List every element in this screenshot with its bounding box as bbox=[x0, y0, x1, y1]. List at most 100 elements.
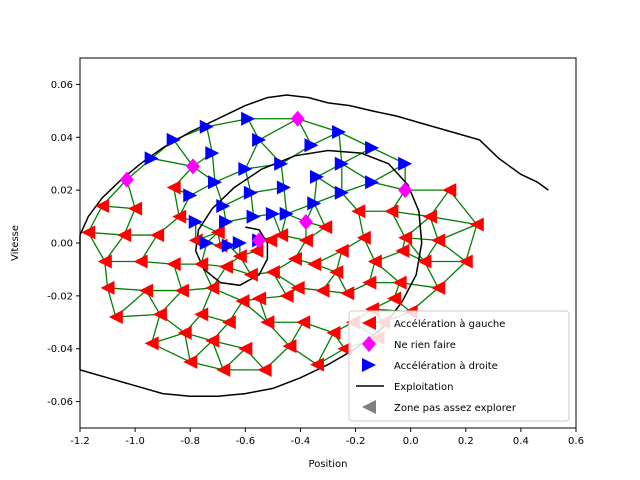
y-tick-label: -0.06 bbox=[47, 397, 73, 408]
graph-edge bbox=[173, 263, 183, 291]
marker-left bbox=[144, 336, 159, 351]
marker-right bbox=[243, 185, 258, 200]
marker-left bbox=[216, 362, 231, 377]
marker-left bbox=[296, 315, 311, 330]
marker-left bbox=[205, 280, 220, 295]
x-tick-label: 0.2 bbox=[458, 436, 474, 447]
marker-left bbox=[150, 228, 165, 243]
graph-edge bbox=[258, 118, 299, 141]
y-tick-label: 0.04 bbox=[51, 133, 73, 144]
marker-right bbox=[241, 111, 256, 126]
marker-right bbox=[265, 206, 280, 221]
marker-left bbox=[298, 233, 313, 248]
marker-left bbox=[392, 275, 407, 290]
graph-edge bbox=[429, 215, 477, 226]
marker-left bbox=[417, 254, 432, 269]
marker-left bbox=[334, 243, 349, 258]
graph-edge bbox=[313, 176, 318, 204]
marker-right bbox=[334, 156, 349, 171]
marker-left bbox=[422, 209, 437, 224]
marker-right bbox=[221, 238, 236, 253]
y-axis-title: Vitesse bbox=[10, 225, 21, 261]
marker-left bbox=[177, 325, 192, 340]
marker-left bbox=[442, 183, 457, 198]
marker-left bbox=[108, 310, 123, 324]
marker-left bbox=[340, 286, 355, 301]
marker-left bbox=[458, 254, 473, 269]
marker-left bbox=[166, 180, 181, 195]
marker-left bbox=[384, 204, 399, 219]
legend-label-none: Ne rien faire bbox=[394, 340, 456, 351]
marker-left bbox=[326, 325, 341, 340]
marker-right bbox=[205, 146, 220, 161]
graph-edge bbox=[465, 224, 478, 262]
graph-edge bbox=[338, 131, 343, 164]
marker-left bbox=[210, 225, 225, 240]
x-tick-label: 0.6 bbox=[568, 436, 584, 447]
marker-left bbox=[139, 283, 154, 298]
y-tick-label: 0.06 bbox=[51, 80, 73, 91]
marker-left bbox=[95, 199, 110, 213]
marker-left bbox=[152, 307, 167, 322]
marker-right bbox=[232, 236, 247, 250]
marker-left bbox=[337, 341, 352, 356]
legend: Accélération à gauche Ne rien faire Accé… bbox=[348, 310, 570, 422]
x-tick-label: -0.6 bbox=[236, 436, 256, 447]
marker-left bbox=[351, 204, 366, 219]
marker-left bbox=[309, 357, 324, 372]
marker-left bbox=[274, 228, 289, 243]
graph-edge bbox=[106, 287, 117, 318]
x-tick-label: -0.2 bbox=[346, 436, 366, 447]
y-ticks: -0.06 -0.04 -0.02 0.00 0.02 0.04 0.06 bbox=[47, 80, 80, 408]
marker-left bbox=[362, 275, 377, 290]
graph-edge bbox=[313, 203, 326, 228]
markers-layer bbox=[81, 110, 484, 377]
marker-left bbox=[133, 254, 148, 269]
marker-left bbox=[329, 265, 344, 280]
marker-left bbox=[356, 230, 371, 245]
marker-right bbox=[238, 162, 253, 176]
marker-left bbox=[166, 257, 181, 272]
marker-none bbox=[119, 171, 134, 188]
marker-right bbox=[252, 132, 267, 147]
x-tick-label: -1.2 bbox=[70, 436, 90, 447]
marker-left bbox=[117, 228, 132, 243]
marker-left bbox=[81, 225, 96, 240]
legend-label-left: Accélération à gauche bbox=[394, 318, 505, 330]
marker-left bbox=[387, 291, 402, 306]
marker-none bbox=[290, 110, 305, 127]
y-tick-label: 0.02 bbox=[51, 186, 73, 197]
marker-left bbox=[172, 209, 187, 224]
marker-left bbox=[287, 251, 302, 266]
legend-diamond-icon bbox=[362, 336, 376, 352]
marker-none bbox=[398, 182, 413, 199]
marker-left bbox=[219, 259, 234, 274]
marker-left bbox=[395, 243, 410, 258]
marker-none bbox=[252, 232, 267, 249]
marker-left bbox=[97, 254, 112, 269]
marker-left bbox=[183, 354, 198, 369]
marker-left bbox=[265, 265, 280, 280]
marker-left bbox=[257, 362, 272, 377]
marker-left bbox=[243, 267, 258, 282]
marker-none bbox=[185, 158, 200, 175]
marker-left bbox=[235, 294, 250, 309]
marker-left bbox=[398, 230, 413, 245]
x-tick-label: -1.0 bbox=[125, 436, 145, 447]
graph-edge bbox=[195, 221, 219, 234]
marker-right bbox=[144, 151, 159, 166]
graph-edge bbox=[173, 139, 194, 167]
marker-left bbox=[100, 280, 115, 295]
graph-edge bbox=[316, 332, 335, 365]
marker-right bbox=[307, 196, 322, 211]
graph-edge bbox=[272, 213, 282, 236]
marker-left bbox=[263, 233, 278, 248]
graph-edge bbox=[244, 139, 260, 170]
marker-right bbox=[365, 175, 380, 190]
marker-left bbox=[290, 280, 305, 295]
marker-left bbox=[205, 333, 220, 348]
marker-right bbox=[274, 156, 289, 171]
graph-edge bbox=[211, 340, 224, 371]
marker-left bbox=[128, 201, 143, 216]
marker-left bbox=[431, 233, 446, 248]
